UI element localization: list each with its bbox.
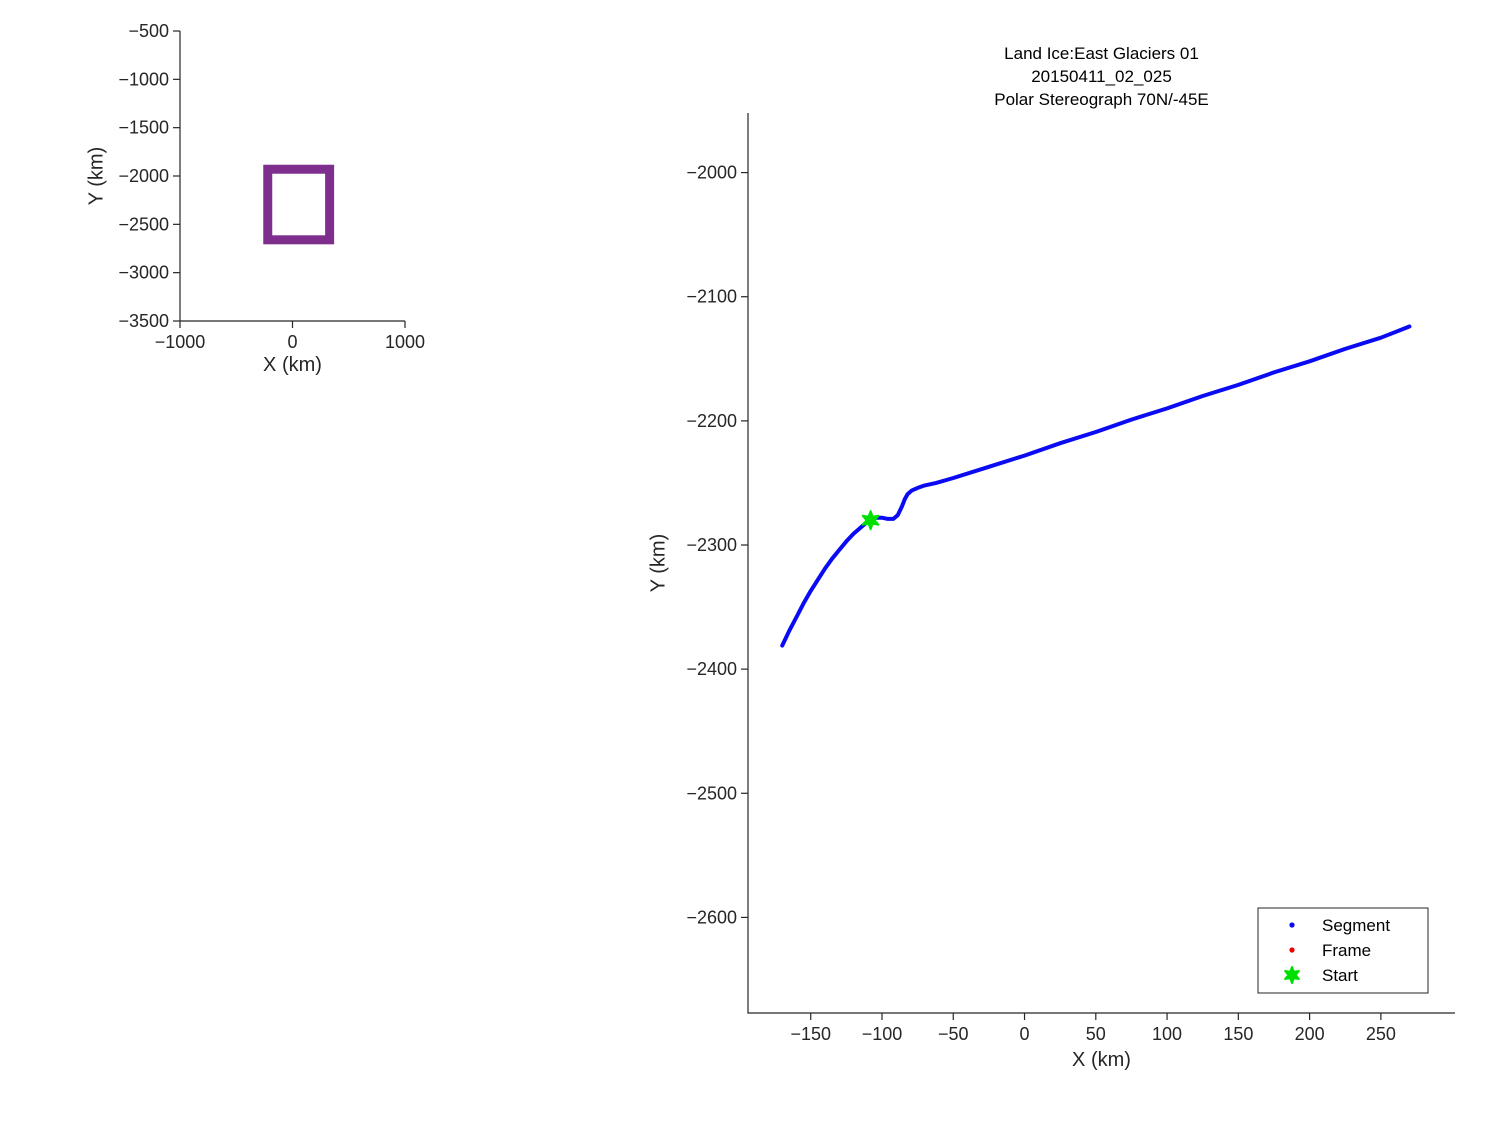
main-x-tick-label: 50: [1086, 1024, 1106, 1044]
overview-y-tick-label: −1000: [118, 69, 169, 89]
overview-y-tick-label: −2500: [118, 214, 169, 234]
overview-x-tick-label: −1000: [155, 332, 206, 352]
main-y-tick-label: −2600: [686, 907, 737, 927]
main-x-tick-label: 250: [1366, 1024, 1396, 1044]
legend-marker-frame: [1289, 947, 1295, 953]
main-x-tick-label: −100: [862, 1024, 903, 1044]
overview-y-axis-label: Y (km): [85, 146, 108, 206]
title-line-projection: Polar Stereograph 70N/-45E: [994, 90, 1209, 109]
main-chart-title: Land Ice:East Glaciers 01 20150411_02_02…: [748, 42, 1455, 111]
main-y-tick-label: −2300: [686, 535, 737, 555]
overview-y-tick-label: −500: [128, 21, 169, 41]
main-y-tick-label: −2100: [686, 287, 737, 307]
overview-y-tick-label: −3500: [118, 311, 169, 331]
main-x-tick-label: 100: [1152, 1024, 1182, 1044]
legend-label-frame: Frame: [1322, 941, 1371, 960]
main-y-tick-label: −2000: [686, 163, 737, 183]
main-x-tick-label: −150: [790, 1024, 831, 1044]
legend-marker-start: [1284, 966, 1300, 984]
overview-y-tick-label: −1500: [118, 118, 169, 138]
overview-chart: −1000 0 1000 −500 −1000 −1500 −2000 −2500 −3000 −…: [118, 21, 425, 352]
main-y-tick-label: −2500: [686, 783, 737, 803]
series-segment-track: [780, 324, 1412, 648]
overview-y-tick-label: −3000: [118, 263, 169, 283]
overview-x-tick-label: 0: [287, 332, 297, 352]
main-y-axis-label: Y (km): [647, 533, 670, 593]
main-y-tick-label: −2200: [686, 411, 737, 431]
start-marker: [861, 510, 880, 531]
overview-y-tick-label: −2000: [118, 166, 169, 186]
overview-x-axis-label: X (km): [263, 354, 322, 376]
main-x-tick-label: −50: [938, 1024, 969, 1044]
main-trajectory-chart: −150 −100 −50 0 50 100 150 200 250 −2000 −2100 −220…: [686, 113, 1455, 1044]
overview-x-tick-label: 1000: [385, 332, 425, 352]
main-x-tick-label: 200: [1295, 1024, 1325, 1044]
main-x-tick-label: 150: [1223, 1024, 1253, 1044]
main-x-tick-label: 0: [1020, 1024, 1030, 1044]
coverage-extent-box: [263, 164, 335, 245]
overview-axis-spines: [179, 31, 405, 322]
legend-marker-segment: [1289, 922, 1295, 928]
legend-label-segment: Segment: [1322, 916, 1390, 935]
main-axis-spines: [747, 113, 1455, 1014]
main-x-axis-label: X (km): [1072, 1049, 1131, 1071]
title-line-dataset: Land Ice:East Glaciers 01: [1004, 44, 1199, 63]
legend-label-start: Start: [1322, 966, 1358, 985]
main-y-tick-label: −2400: [686, 659, 737, 679]
title-line-granule: 20150411_02_025: [1031, 67, 1172, 86]
